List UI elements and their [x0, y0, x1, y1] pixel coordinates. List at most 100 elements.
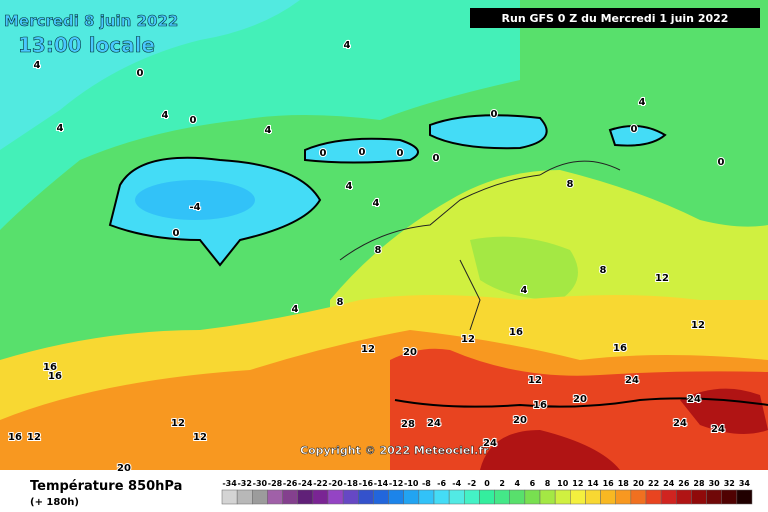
- scale-label: -26: [283, 479, 298, 488]
- color-swatch: [236, 489, 253, 505]
- contour-label: 4: [346, 181, 353, 192]
- contour-label: 4: [265, 125, 272, 136]
- color-swatch: [221, 489, 238, 505]
- contour-label: 16: [533, 400, 547, 411]
- contour-label: 8: [375, 245, 382, 256]
- color-swatch: [676, 489, 692, 505]
- contour-label: 24: [483, 438, 497, 449]
- scale-label: 6: [530, 479, 536, 488]
- color-swatch: [297, 489, 314, 505]
- contour-label: 28: [401, 419, 415, 430]
- contour-label: 4: [34, 60, 41, 71]
- scale-label: 22: [648, 479, 659, 488]
- date: Mercredi 8 juin 2022: [4, 12, 178, 30]
- run-info: Run GFS 0 Z du Mercredi 1 juin 2022: [502, 12, 729, 25]
- scale-label: 12: [572, 479, 583, 488]
- scale-label: -28: [268, 479, 283, 488]
- scale-label: -20: [328, 479, 343, 488]
- scale-label: -2: [467, 479, 476, 488]
- color-swatch: [282, 489, 298, 505]
- contour-label: -4: [189, 202, 200, 213]
- color-swatch: [691, 489, 707, 505]
- color-swatch: [645, 489, 662, 505]
- contour-label: 4: [292, 304, 299, 315]
- color-swatch: [570, 489, 586, 505]
- color-swatch: [600, 489, 616, 505]
- color-swatch: [509, 489, 526, 505]
- very-hot-zone: [480, 430, 620, 470]
- contour-label: 24: [427, 418, 441, 429]
- cold-pool: [608, 125, 667, 147]
- scale-label: -12: [389, 479, 403, 488]
- scale-label: -10: [404, 479, 419, 488]
- contour-label: 12: [655, 273, 669, 284]
- scale-label: -34: [222, 479, 237, 488]
- coastline: [339, 160, 621, 331]
- color-swatch: [342, 489, 359, 505]
- color-swatch: [736, 489, 753, 505]
- very-hot-zone: [680, 388, 768, 434]
- scale-label: 20: [633, 479, 645, 488]
- scale-label: 18: [618, 479, 630, 488]
- scale-label: -30: [253, 479, 268, 488]
- contour-label: 0: [173, 228, 180, 239]
- scale-label: 2: [499, 479, 505, 488]
- cold-core: [135, 180, 255, 220]
- scale-label: 26: [678, 479, 690, 488]
- contour-label: 0: [320, 148, 327, 159]
- scale-label: -14: [374, 479, 389, 488]
- contour-label: 20: [513, 415, 527, 426]
- color-swatch: [464, 489, 480, 505]
- color-swatch: [539, 489, 556, 505]
- cold-zone: [0, 0, 300, 150]
- color-swatch: [706, 489, 722, 505]
- cold-pool: [429, 114, 548, 150]
- run-box: [470, 8, 760, 28]
- scale-label: -8: [422, 479, 431, 488]
- legend-title: Température 850hPa: [30, 479, 182, 494]
- color-swatch: [252, 489, 268, 505]
- contour-label: 12: [171, 418, 185, 429]
- contour-label: 4: [162, 110, 169, 121]
- color-swatch: [358, 489, 374, 505]
- cold-pool: [304, 137, 419, 164]
- warm-zone: [470, 236, 578, 300]
- scale-label: 16: [603, 479, 615, 488]
- color-swatch: [494, 489, 510, 505]
- contour-label: 0: [491, 109, 498, 120]
- contour-label: 4: [373, 198, 380, 209]
- copyright: Copyright © 2022 Meteociel.fr: [300, 444, 489, 457]
- color-swatch: [615, 489, 632, 505]
- contour-label: 12: [461, 334, 475, 345]
- color-swatch: [388, 489, 404, 505]
- scale-label: 8: [545, 479, 551, 488]
- contour-label: 12: [691, 320, 705, 331]
- scale-label: -22: [313, 479, 327, 488]
- contour-label: 16: [43, 362, 57, 373]
- scale-label: 10: [557, 479, 569, 488]
- scale-label: -4: [452, 479, 461, 488]
- color-swatch: [418, 489, 435, 505]
- contour-label: 8: [337, 297, 344, 308]
- scale-label: 32: [724, 479, 735, 488]
- scale-label: 30: [709, 479, 721, 488]
- contour-label: 4: [521, 285, 528, 296]
- scale-label: -16: [359, 479, 374, 488]
- time: 13:00 locale: [18, 33, 155, 57]
- color-swatch: [721, 489, 738, 505]
- color-swatch: [479, 489, 495, 505]
- very-hot-zone: [390, 348, 768, 470]
- contour-label: 4: [639, 97, 646, 108]
- color-swatch: [312, 489, 329, 505]
- contour-label: 20: [117, 463, 131, 474]
- contour-label: 20: [573, 394, 587, 405]
- contour-label: 4: [344, 40, 351, 51]
- contour-label: 0: [359, 147, 366, 158]
- scale-label: 24: [663, 479, 675, 488]
- color-swatch: [630, 489, 647, 505]
- color-swatch: [554, 489, 571, 505]
- contour-label: 12: [528, 375, 542, 386]
- color-swatch: [373, 489, 389, 505]
